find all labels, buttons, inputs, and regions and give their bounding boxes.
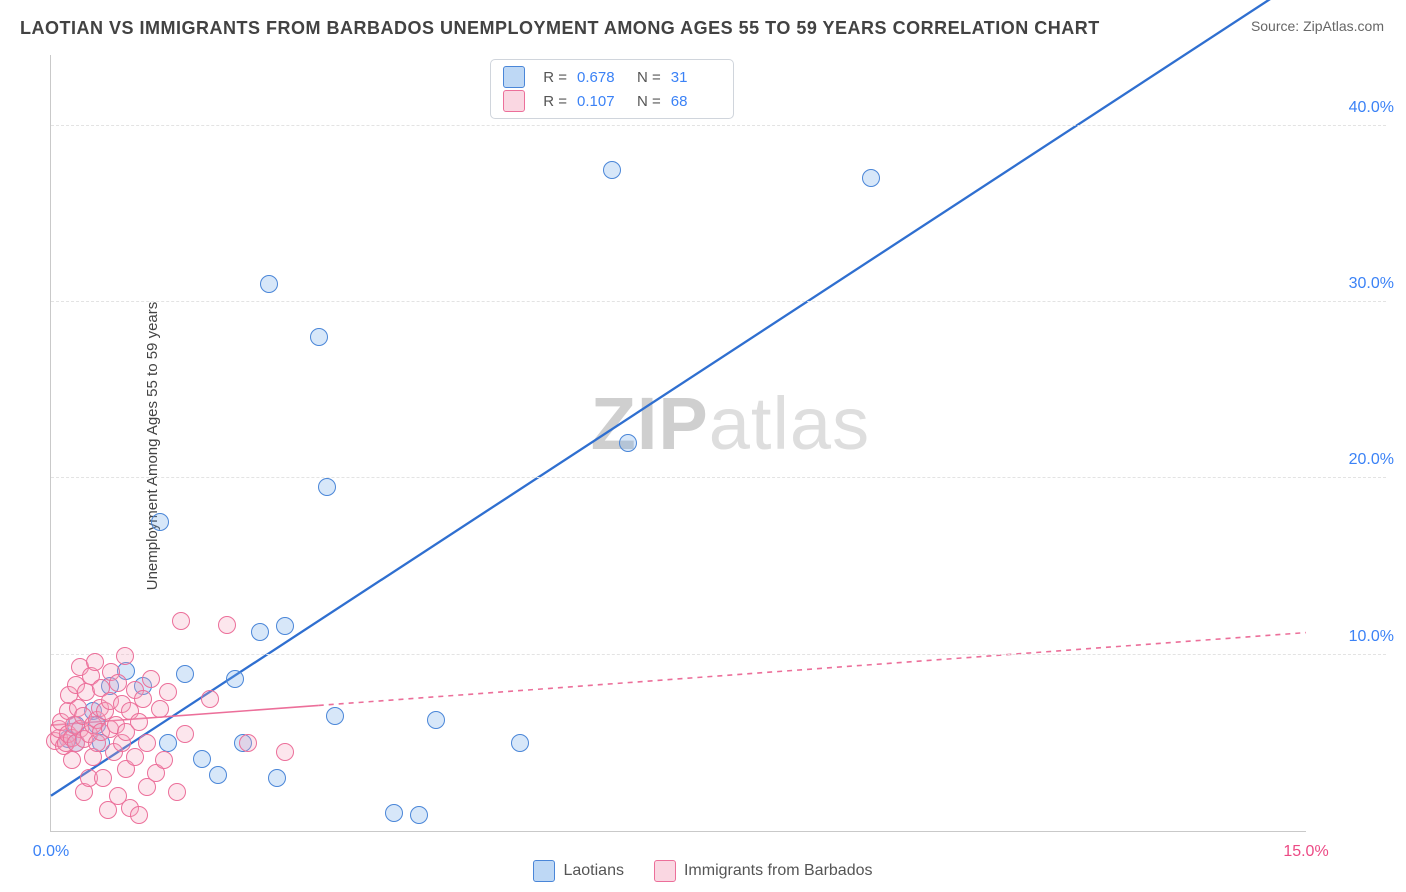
scatter-point-barbados [151, 700, 169, 718]
scatter-point-laotians [151, 513, 169, 531]
scatter-point-barbados [142, 670, 160, 688]
scatter-point-laotians [176, 665, 194, 683]
stats-n-value-barbados: 68 [671, 93, 721, 110]
scatter-point-barbados [109, 674, 127, 692]
stats-row-barbados: R = 0.107 N = 68 [503, 90, 721, 112]
source-prefix: Source: [1251, 18, 1303, 34]
legend-item-barbados: Immigrants from Barbados [654, 860, 873, 882]
source-link[interactable]: ZipAtlas.com [1303, 18, 1384, 34]
scatter-point-laotians [251, 623, 269, 641]
scatter-point-barbados [94, 769, 112, 787]
stats-n-value-laotians: 31 [671, 69, 721, 86]
scatter-point-barbados [155, 751, 173, 769]
scatter-point-laotians [326, 707, 344, 725]
scatter-point-laotians [427, 711, 445, 729]
scatter-point-barbados [168, 783, 186, 801]
gridline [51, 654, 1386, 655]
bottom-legend: Laotians Immigrants from Barbados [0, 860, 1406, 882]
scatter-point-barbados [130, 713, 148, 731]
trend-lines [51, 55, 1306, 831]
scatter-point-barbados [218, 616, 236, 634]
stats-swatch-laotians [503, 66, 525, 88]
legend-label-laotians: Laotians [563, 862, 624, 879]
legend-label-barbados: Immigrants from Barbados [684, 862, 873, 879]
stats-row-laotians: R = 0.678 N = 31 [503, 66, 721, 88]
stats-r-value-laotians: 0.678 [577, 69, 627, 86]
scatter-point-laotians [310, 328, 328, 346]
scatter-point-laotians [318, 478, 336, 496]
scatter-point-laotians [159, 734, 177, 752]
x-tick-label: 0.0% [33, 843, 69, 861]
scatter-point-laotians [276, 617, 294, 635]
stats-legend-box: R = 0.678 N = 31 R = 0.107 N = 68 [490, 59, 734, 119]
y-tick-label: 10.0% [1314, 628, 1394, 646]
stats-r-label: R = [543, 93, 567, 110]
watermark-zip: ZIP [591, 382, 709, 465]
gridline [51, 301, 1386, 302]
scatter-point-laotians [862, 169, 880, 187]
stats-n-label: N = [637, 69, 661, 86]
scatter-point-barbados [116, 647, 134, 665]
scatter-point-laotians [410, 806, 428, 824]
x-tick-label: 15.0% [1283, 843, 1328, 861]
scatter-point-laotians [260, 275, 278, 293]
stats-n-label: N = [637, 93, 661, 110]
scatter-point-barbados [130, 806, 148, 824]
scatter-point-laotians [511, 734, 529, 752]
legend-swatch-laotians [533, 860, 555, 882]
scatter-point-barbados [63, 751, 81, 769]
scatter-point-laotians [268, 769, 286, 787]
scatter-point-barbados [86, 653, 104, 671]
scatter-point-laotians [603, 161, 621, 179]
y-tick-label: 40.0% [1314, 99, 1394, 117]
scatter-point-barbados [134, 690, 152, 708]
stats-r-label: R = [543, 69, 567, 86]
scatter-point-barbados [276, 743, 294, 761]
scatter-point-barbados [172, 612, 190, 630]
gridline [51, 125, 1386, 126]
scatter-point-laotians [209, 766, 227, 784]
chart-plot-area: ZIPatlas R =0.678N =31R =0.107N =68 10.0… [50, 55, 1306, 832]
scatter-point-barbados [239, 734, 257, 752]
scatter-point-barbados [138, 734, 156, 752]
scatter-point-laotians [226, 670, 244, 688]
scatter-point-laotians [619, 434, 637, 452]
stats-swatch-barbados [503, 90, 525, 112]
watermark: ZIPatlas [591, 381, 870, 466]
legend-swatch-barbados [654, 860, 676, 882]
y-tick-label: 30.0% [1314, 275, 1394, 293]
scatter-point-barbados [159, 683, 177, 701]
stats-r-value-barbados: 0.107 [577, 93, 627, 110]
trend-line-barbados [319, 633, 1306, 706]
source-attribution: Source: ZipAtlas.com [1251, 18, 1384, 34]
gridline [51, 477, 1386, 478]
y-tick-label: 20.0% [1314, 451, 1394, 469]
scatter-point-barbados [176, 725, 194, 743]
chart-title: LAOTIAN VS IMMIGRANTS FROM BARBADOS UNEM… [20, 18, 1100, 39]
scatter-point-barbados [126, 748, 144, 766]
scatter-point-laotians [385, 804, 403, 822]
watermark-atlas: atlas [709, 382, 870, 465]
scatter-point-laotians [193, 750, 211, 768]
legend-item-laotians: Laotians [533, 860, 624, 882]
scatter-point-barbados [201, 690, 219, 708]
